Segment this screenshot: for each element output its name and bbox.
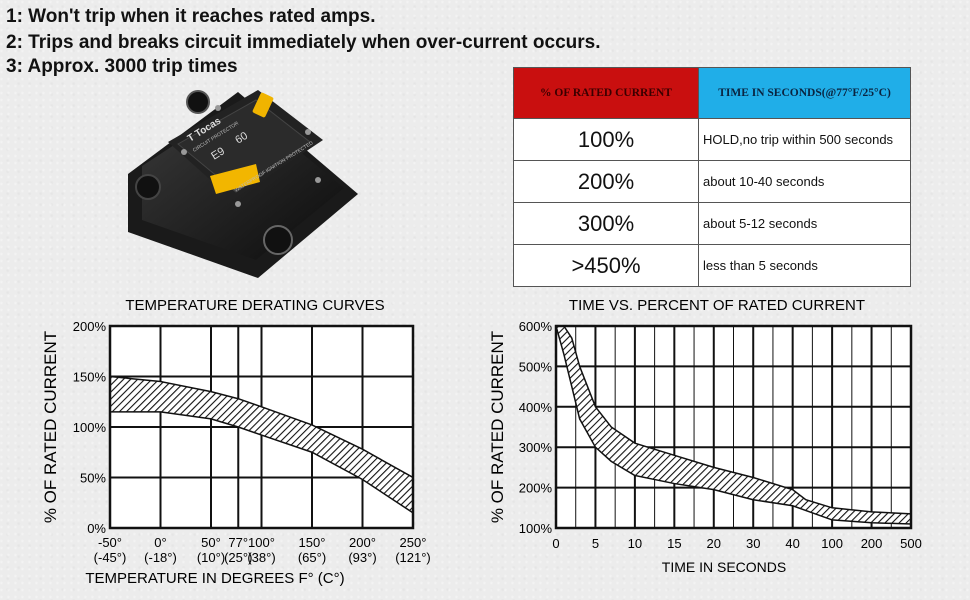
y-tick-label: 0% [87,521,106,536]
x-axis-label: TEMPERATURE IN DEGREES F° (C°) [85,570,344,587]
plot-frame [554,324,913,530]
table-row: 300% about 5-12 seconds [513,202,911,245]
top-lever-icon [252,92,274,118]
x-tick-label: 50° [201,535,221,550]
x-tick-label: 30 [746,536,760,551]
x-tick-sublabel: (10°) [197,550,225,565]
table-row: >450% less than 5 seconds [513,244,911,287]
circuit-breaker-photo: T Tocas CIRCUIT PROTECTOR E9 60 WATERPRO… [128,90,358,278]
row-description: about 10-40 seconds [698,160,911,203]
reset-knob-icon [186,90,210,114]
x-tick-label: 0° [154,535,166,550]
y-tick-label: 200% [73,319,107,334]
x-tick-label: 100 [821,536,843,551]
rating-label: 60 [233,130,250,147]
row-percent: 300% [513,202,699,245]
terminal-stud-icon [263,225,293,255]
x-tick-sublabel: (93°) [348,550,376,565]
x-tick-label: 100° [248,535,275,550]
y-tick-label: 150% [73,370,107,385]
x-tick-label: 500 [900,536,922,551]
x-tick-label: 200° [349,535,376,550]
x-tick-label: 150° [299,535,326,550]
time-vs-current-chart: 100% 200% 300% 400% 500% 600% 0 5 10 15 20 30 40 100 2… [488,297,922,575]
trip-lever-icon [210,164,260,194]
y-tick-label: 300% [519,440,553,455]
plot-frame [108,324,415,530]
row-percent: 200% [513,160,699,203]
header-rated-current: % OF RATED CURRENT [513,67,699,119]
x-tick-label: 200 [861,536,883,551]
terminal-stud-left-icon [135,174,161,200]
y-tick-label: 100% [73,420,107,435]
x-tick-sublabel: (65°) [298,550,326,565]
x-tick-label: 10 [628,536,642,551]
row-percent: >450% [513,244,699,287]
chart-title: TEMPERATURE DERATING CURVES [125,297,384,314]
x-tick-label: 20 [707,536,721,551]
temperature-derating-chart: 0%50%100%150%200%-50°(-45°)0°(-18°)50°(1… [41,297,431,587]
y-tick-label: 100% [519,521,553,536]
y-tick-label: 600% [519,319,553,334]
x-tick-label: 0 [552,536,559,551]
headline-1: 1: Won't trip when it reaches rated amps… [6,6,376,27]
x-tick-sublabel: (-45°) [94,550,127,565]
y-tick-label: 200% [519,481,553,496]
chart-title: TIME VS. PERCENT OF RATED CURRENT [569,297,865,314]
x-tick-label: 5 [592,536,599,551]
header-time-seconds: TIME IN SECONDS(@77°F/25°C) [698,67,911,119]
headline-3: 3: Approx. 3000 trip times [6,56,238,77]
x-tick-label: 250° [400,535,427,550]
x-tick-label: -50° [98,535,122,550]
y-tick-label: 400% [519,400,553,415]
x-axis-label: TIME IN SECONDS [662,559,786,575]
table-row: 100% HOLD,no trip within 500 seconds [513,118,911,161]
y-tick-label: 50% [80,471,106,486]
rated-current-table: % OF RATED CURRENT TIME IN SECONDS(@77°F… [513,67,911,287]
table-row: 200% about 10-40 seconds [513,160,911,203]
y-axis-label: % OF RATED CURRENT [41,331,60,523]
row-description: HOLD,no trip within 500 seconds [698,118,911,161]
x-tick-sublabel: (38°) [247,550,275,565]
table-header-row: % OF RATED CURRENT TIME IN SECONDS(@77°F… [513,67,911,119]
row-description: less than 5 seconds [698,244,911,287]
x-tick-label: 15 [667,536,681,551]
x-tick-sublabel: (-18°) [144,550,177,565]
y-axis-label: % OF RATED CURRENT [488,331,507,523]
x-tick-sublabel: (121°) [395,550,431,565]
x-tick-label: 40 [785,536,799,551]
y-tick-label: 500% [519,359,553,374]
x-tick-sublabel: (25°) [224,550,252,565]
x-tick-label: 77° [228,535,248,550]
headline-2: 2: Trips and breaks circuit immediately … [6,32,601,53]
